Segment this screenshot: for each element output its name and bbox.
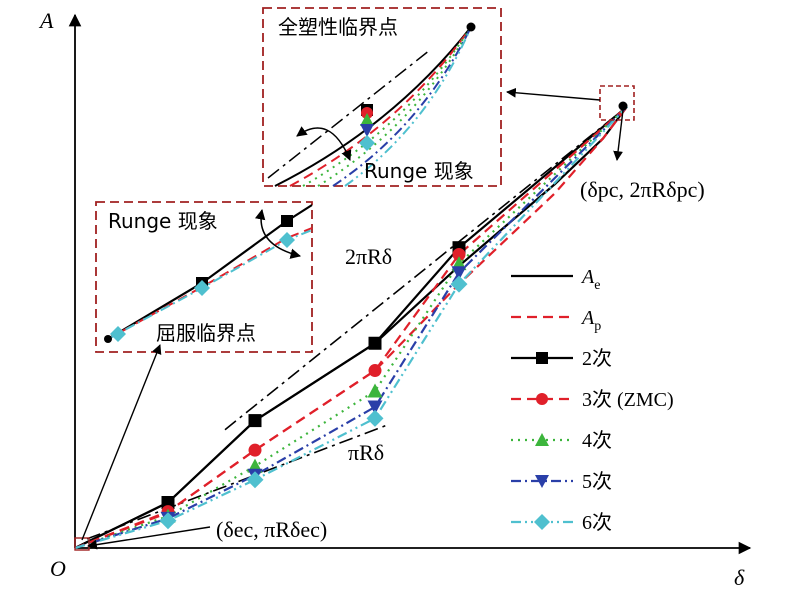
inset-top-curves	[267, 26, 472, 187]
series-2-point-3	[368, 336, 382, 350]
ec-to-inset-arrow	[81, 344, 162, 541]
inset-top-title: 全塑性临界点	[278, 15, 398, 39]
inset-left-title: 屈服临界点	[156, 321, 256, 345]
series-line-5	[74, 105, 628, 550]
legend-marker-s5	[535, 475, 549, 488]
pc-to-inset-arrow	[506, 87, 601, 101]
legend-marker-s3	[536, 393, 548, 405]
legend-sub-Ae: e	[594, 278, 600, 293]
text-annotations: 2πRδ πRδ (δpc, 2πRδpc) (δec, πRδec)	[216, 177, 705, 542]
inset-left-runge-arrow	[255, 208, 302, 259]
inset-top-curve-2	[302, 26, 472, 187]
legend-label-s4: 4次	[582, 429, 612, 452]
series-line-3	[74, 105, 628, 550]
ec-label-arrow	[87, 526, 211, 550]
inset-left-start-point	[104, 335, 112, 343]
y-axis-label: A	[38, 8, 54, 33]
label-piRdelta: πRδ	[348, 440, 384, 465]
inset-left-curve-cyan	[107, 229, 313, 340]
legend-label-s5: 5次	[582, 470, 612, 493]
inset-top-curve-1	[289, 26, 472, 187]
inset-top-ref-line	[267, 49, 431, 179]
inset-top-end-point	[466, 22, 476, 32]
inset-left-marker-diamond-1	[194, 280, 210, 296]
critical-points	[74, 85, 635, 551]
inset-top-curve-3	[317, 26, 472, 187]
series-6-point-1	[159, 512, 177, 530]
series-2-point-1	[161, 496, 175, 509]
legend-sub-Ap: p	[594, 319, 601, 334]
series-3-point-3	[368, 364, 382, 378]
series-3-point-4	[452, 248, 466, 262]
legend-marker-s4	[535, 433, 549, 446]
pc-label-arrow	[613, 109, 624, 161]
series-6-point-3	[366, 409, 384, 427]
inset-top-curve-0	[274, 26, 472, 187]
point-ec-label: (δec, πRδec)	[216, 517, 327, 542]
series-5-point-4	[451, 266, 467, 281]
series-line-6	[74, 105, 628, 550]
inset-top-runge-arrow	[296, 126, 352, 161]
inset-left-runge-label: Runge 现象	[108, 209, 218, 233]
annotation-arrows	[81, 87, 624, 550]
axes: A δ O	[38, 8, 752, 590]
series-6-point-2	[246, 471, 264, 489]
series-4-point-3	[367, 383, 383, 398]
x-axis-label: δ	[734, 565, 745, 590]
inset-top-marker-4	[359, 135, 375, 151]
series-6-point-4	[450, 275, 468, 293]
legend-label-Ae: Ae	[580, 266, 600, 293]
reference-lines	[86, 106, 628, 540]
inset-top-curve-4	[332, 26, 472, 187]
inset-left-curve-red	[107, 227, 313, 340]
inset-top-marker-2	[360, 113, 374, 126]
point-pc-label: (δpc, 2πRδpc)	[580, 177, 705, 202]
inset-left: Runge 现象 屈服临界点	[95, 201, 313, 353]
series-layer	[74, 105, 628, 550]
legend-label-s6: 6次	[582, 511, 612, 534]
marker-layer	[159, 241, 468, 530]
legend-marker-s6	[534, 514, 550, 530]
origin-label: O	[50, 556, 66, 581]
reference-line-0	[224, 106, 628, 431]
series-line-2	[74, 105, 628, 549]
legend-label-Ap: Ap	[580, 307, 601, 334]
label-2piRdelta: 2πRδ	[345, 244, 392, 269]
inset-top-runge-label: Runge 现象	[364, 159, 474, 183]
inset-top-marker-3	[360, 124, 374, 137]
legend-marker-s2	[536, 352, 548, 364]
legend-label-s3: 3次 (ZMC)	[582, 388, 674, 411]
inset-left-marker-diamond-0	[110, 326, 126, 342]
legend: Ae Ap 2次 3次 (ZMC) 4次 5次 6次	[511, 266, 674, 534]
inset-top: 全塑性临界点 Runge 现象	[262, 7, 502, 187]
inset-left-marker-square-2	[281, 215, 293, 227]
pc-point	[618, 101, 628, 111]
legend-label-s2: 2次	[582, 347, 612, 370]
series-3-point-2	[248, 443, 262, 457]
series-5-point-3	[367, 400, 383, 415]
pc-zoom-box	[599, 85, 635, 121]
series-2-point-2	[248, 414, 262, 428]
